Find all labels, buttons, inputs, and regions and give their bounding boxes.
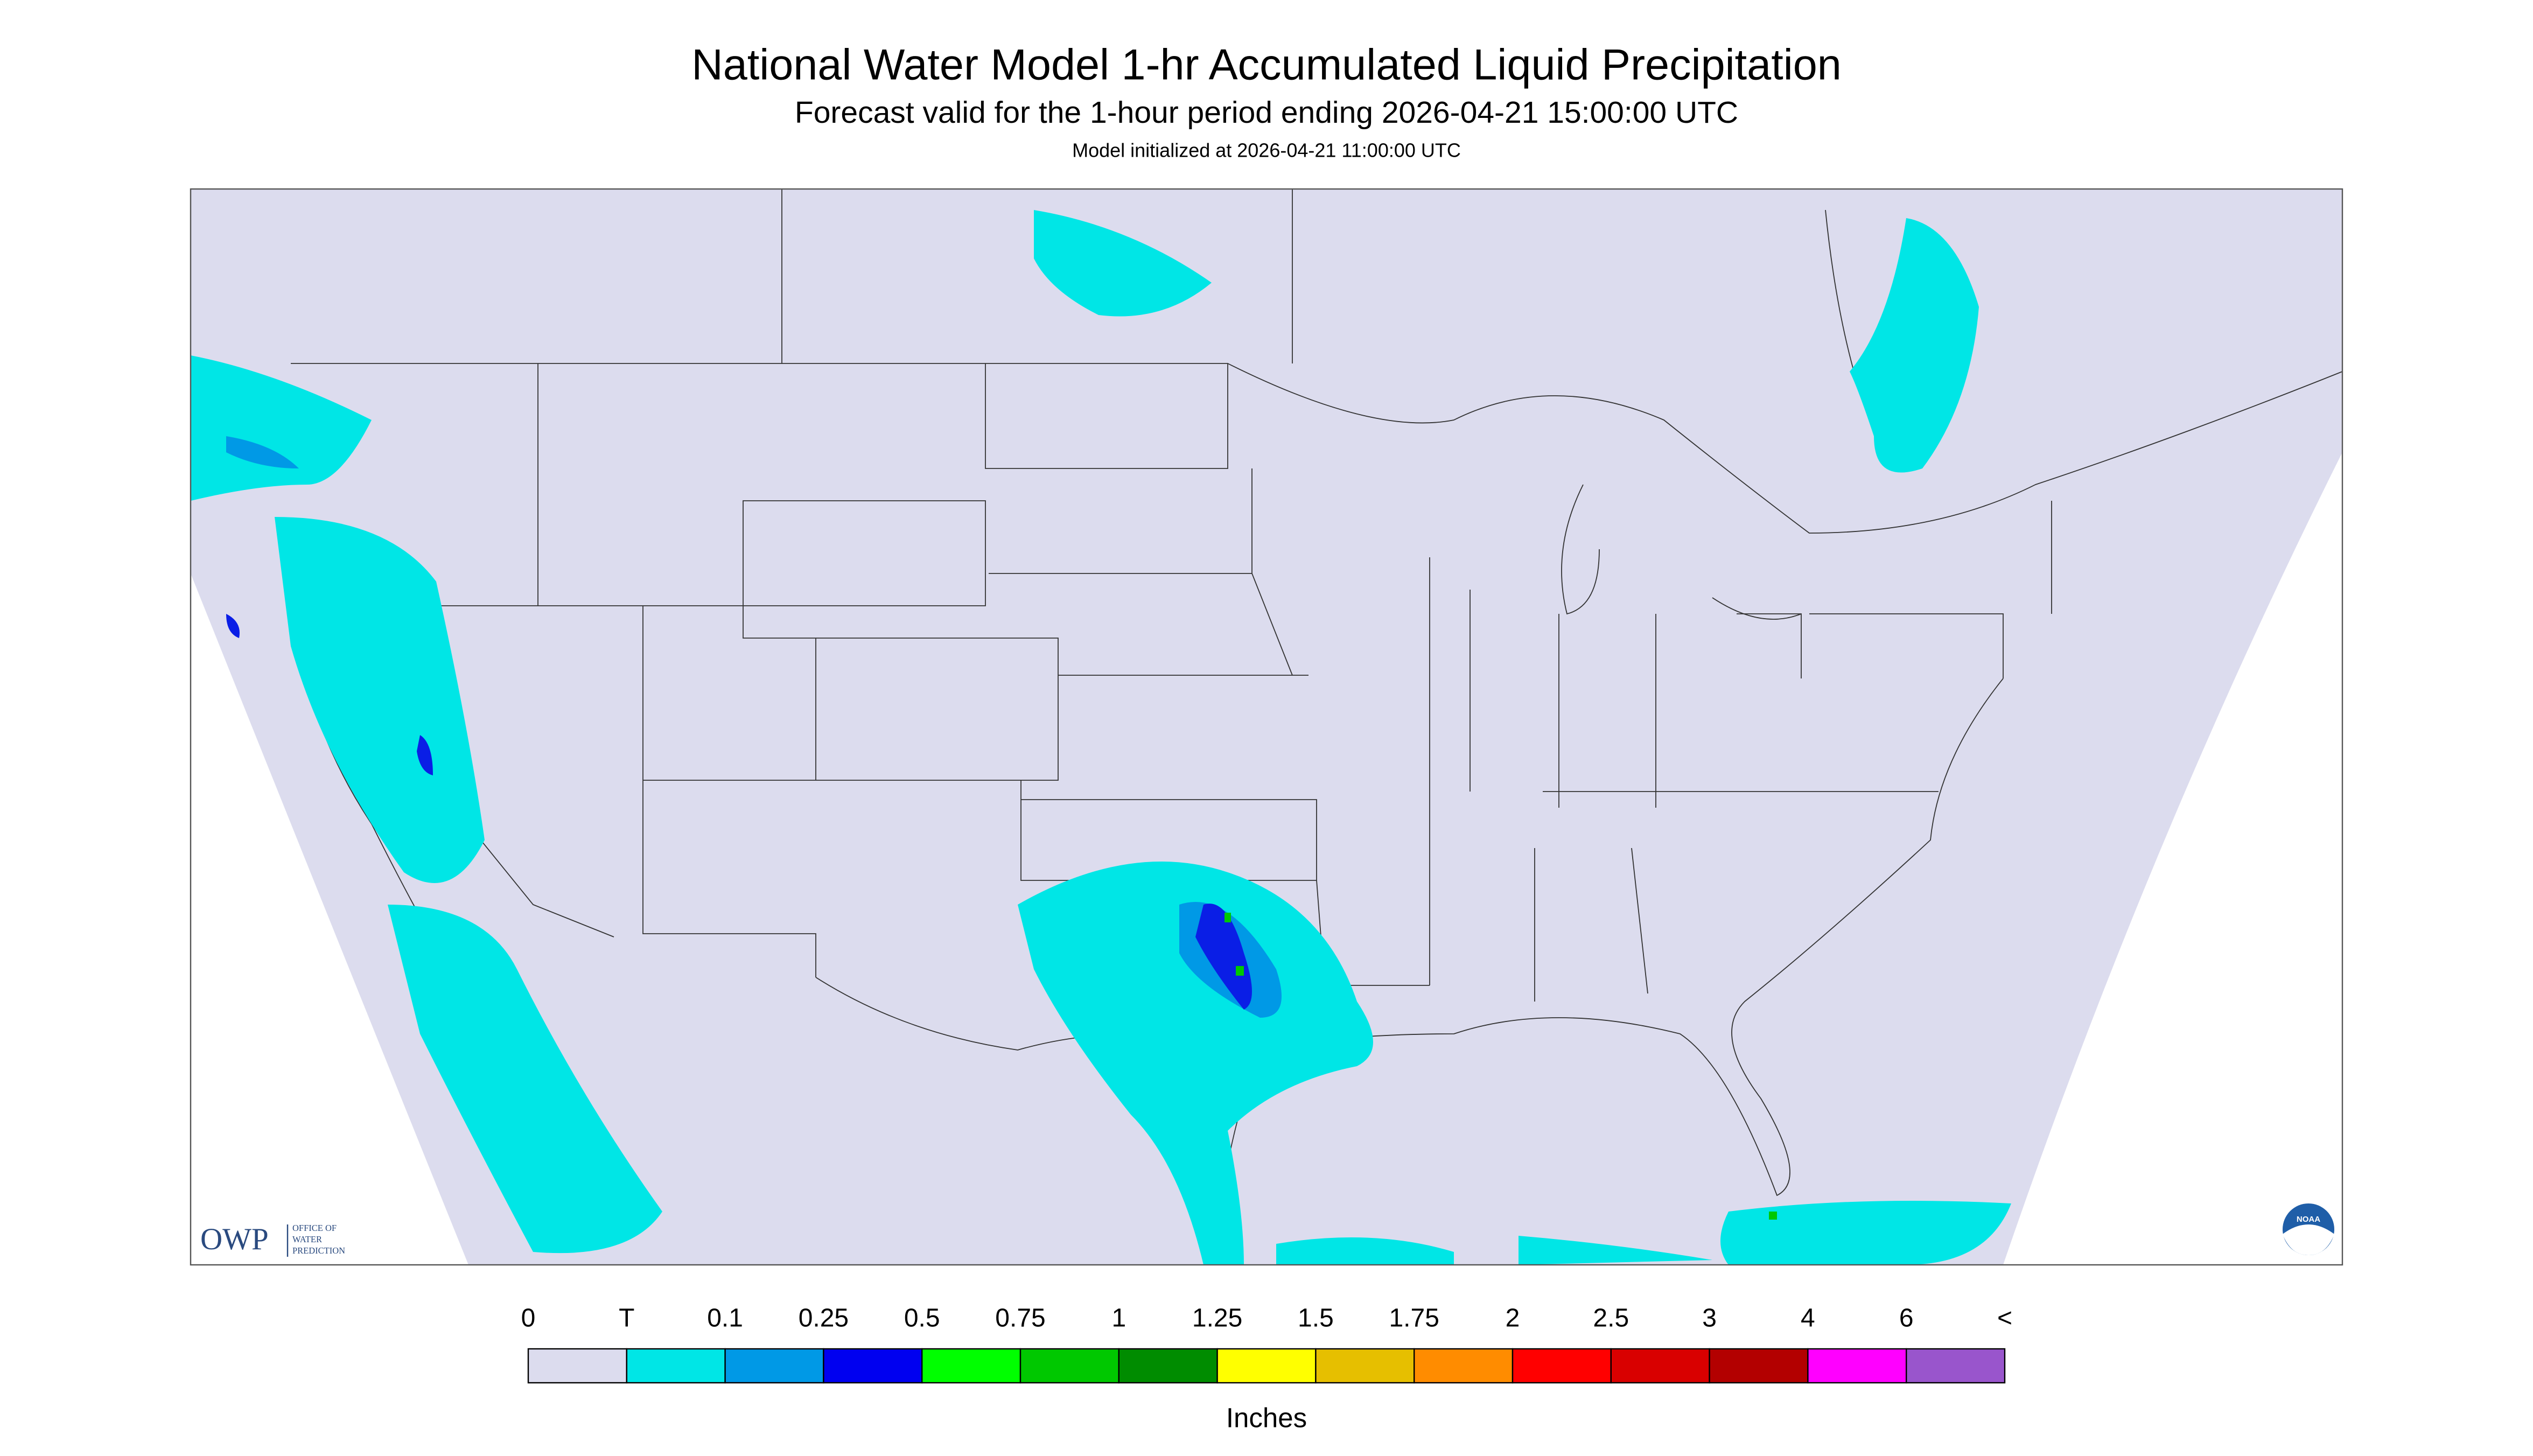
legend-swatch: [1807, 1348, 1907, 1384]
subtitle: Forecast valid for the 1-hour period end…: [795, 95, 1738, 130]
off-domain: [2003, 452, 2342, 1265]
legend-label: 6: [1899, 1304, 1914, 1333]
legend-label: 2.5: [1593, 1304, 1629, 1333]
owp-logo: OWP: [200, 1222, 269, 1256]
rain-area: [1018, 862, 1373, 1265]
legend-label: 1: [1111, 1304, 1126, 1333]
rain-area: [1850, 218, 1979, 473]
legend-label: 2: [1506, 1304, 1520, 1333]
init-note: Model initialized at 2026-04-21 11:00:00…: [1072, 139, 1461, 162]
map-frame: [190, 188, 2343, 1266]
legend-swatch: [626, 1348, 726, 1384]
legend-label: 4: [1801, 1304, 1815, 1333]
owp-office: OFFICE OF: [292, 1223, 337, 1233]
map: OWP OFFICE OF WATER PREDICTION NOAA: [190, 188, 2343, 1266]
legend-swatch: [1019, 1348, 1120, 1384]
legend-swatch: [1610, 1348, 1710, 1384]
title: National Water Model 1-hr Accumulated Li…: [691, 40, 1842, 89]
legend-label: 1.25: [1192, 1304, 1242, 1333]
legend-swatch: [1414, 1348, 1514, 1384]
legend-swatch: [1512, 1348, 1612, 1384]
legend-swatch: [1216, 1348, 1317, 1384]
legend-label: 0: [521, 1304, 536, 1333]
legend-label: 1.75: [1389, 1304, 1439, 1333]
legend-unit: Inches: [1226, 1402, 1307, 1433]
legend-label: 0.1: [707, 1304, 743, 1333]
legend-label: 0.5: [904, 1304, 940, 1333]
legend-swatch: [724, 1348, 824, 1384]
legend-label: <: [1997, 1304, 2012, 1333]
noaa-text: NOAA: [2297, 1215, 2320, 1224]
legend-swatch: [823, 1348, 923, 1384]
rain-area: [1276, 1201, 2011, 1265]
rain-area: [1034, 210, 1212, 317]
legend-label: 0.75: [995, 1304, 1045, 1333]
off-domain: [191, 573, 468, 1265]
owp-office: WATER: [292, 1234, 322, 1244]
rain-area: [388, 905, 662, 1254]
legend-swatch: [921, 1348, 1021, 1384]
legend: 0 T 0.1 0.25 0.5 0.75 1 1.25 1.5 1.75 2 2.5 3 4 6 <: [521, 1304, 2012, 1384]
noaa-logo-wave: [2283, 1224, 2334, 1256]
legend-swatch: [1315, 1348, 1415, 1384]
rain-area: [191, 355, 372, 501]
legend-label: 1.5: [1298, 1304, 1334, 1333]
legend-swatch: [1118, 1348, 1218, 1384]
legend-swatch: [1709, 1348, 1809, 1384]
owp-office: PREDICTION: [292, 1245, 345, 1256]
rain-area: [275, 517, 485, 884]
legend-swatch: [527, 1348, 628, 1384]
legend-swatch: [1905, 1348, 2006, 1384]
precipitation: [191, 210, 2011, 1265]
legend-label: 3: [1702, 1304, 1717, 1333]
legend-label: 0.25: [799, 1304, 849, 1333]
legend-label: T: [619, 1304, 634, 1333]
